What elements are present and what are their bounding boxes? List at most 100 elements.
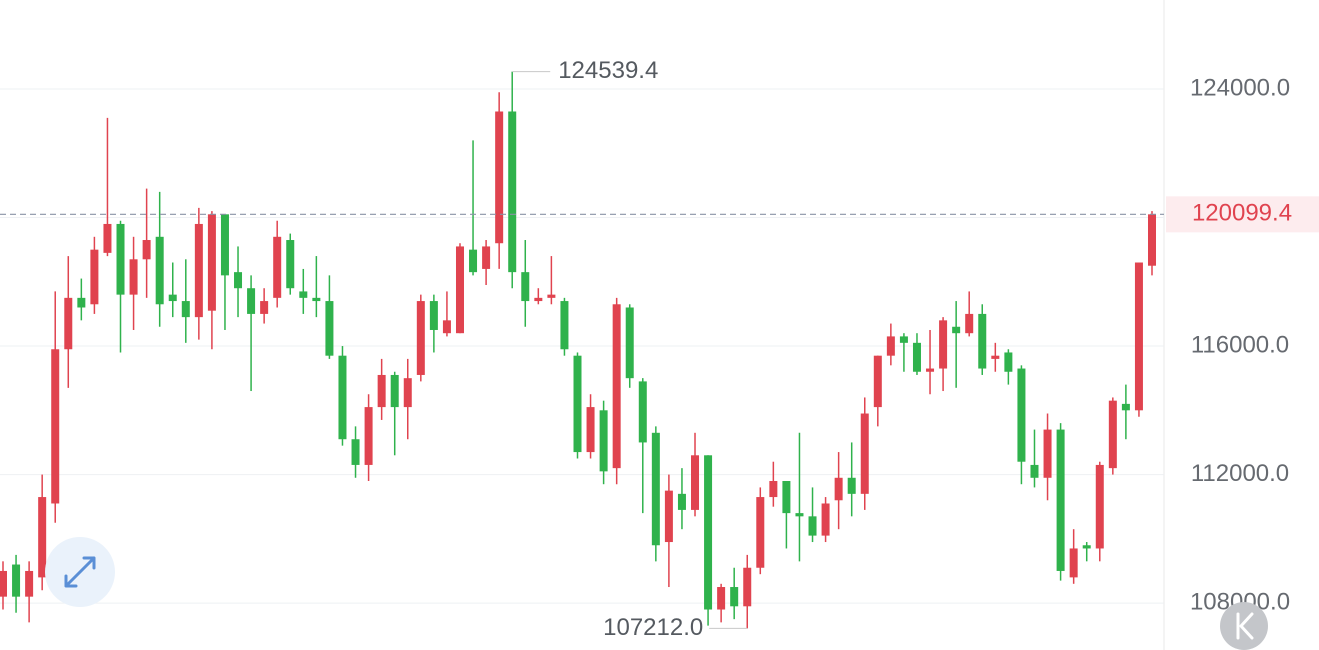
candle-body [821, 503, 830, 536]
candle-body [325, 301, 334, 356]
candle-body [51, 349, 60, 504]
candle-body [1004, 352, 1013, 372]
candle-body [455, 246, 464, 334]
candle-body [769, 480, 778, 498]
candle-body [312, 297, 321, 302]
candle-body [756, 497, 765, 568]
candle-body [691, 455, 700, 510]
labels: 124000.0116000.0112000.0108000.0120099.4… [0, 57, 1319, 641]
candle-body [1148, 214, 1156, 266]
grid [0, 88, 1164, 604]
candle-body [651, 432, 660, 546]
candle-body [482, 246, 491, 269]
candle-body [1121, 403, 1130, 411]
candle-body [155, 236, 164, 305]
candle-body [168, 294, 177, 302]
candle-body [38, 497, 47, 578]
candle-body [612, 304, 621, 469]
candle-body [534, 297, 543, 302]
candle-body [808, 516, 817, 536]
candle-body [247, 288, 256, 314]
candle-body [234, 272, 243, 289]
candle-body [1095, 464, 1104, 549]
y-tick-label: 124000.0 [1190, 74, 1290, 101]
candle-body [834, 477, 843, 501]
candle-body [116, 223, 125, 295]
candle-body [338, 355, 347, 440]
kline-button[interactable] [1220, 602, 1268, 650]
candle-body [1069, 548, 1078, 578]
high-marker-label: 124539.4 [558, 57, 658, 84]
y-tick-label: 116000.0 [1191, 331, 1289, 358]
candle-body [978, 313, 987, 369]
candle-body [299, 291, 308, 298]
candles [0, 71, 1156, 629]
candle-body [730, 587, 739, 607]
candle-body [207, 214, 216, 311]
candle-body [273, 236, 282, 298]
candle-body [90, 249, 99, 305]
candle-body [429, 301, 438, 330]
candle-body [743, 567, 752, 607]
candle-body [469, 249, 478, 273]
candle-body [795, 513, 804, 517]
candle-body [0, 570, 7, 597]
candle-body [664, 490, 673, 543]
candle-body [1108, 400, 1117, 469]
y-tick-label: 112000.0 [1191, 460, 1289, 487]
candle-body [952, 326, 961, 334]
candle-body [677, 493, 686, 510]
candle-body [142, 240, 151, 260]
candle-body [1043, 429, 1052, 478]
candle-body [704, 455, 713, 610]
candle-body [625, 307, 634, 379]
candle-body [965, 313, 974, 334]
candle-body [181, 301, 190, 318]
candle-body [599, 410, 608, 472]
low-marker-label: 107212.0 [603, 614, 703, 641]
candle-body [1134, 262, 1143, 411]
candle-body [1017, 368, 1026, 462]
candle-body [912, 342, 921, 372]
expand-icon [64, 556, 96, 588]
candle-body [1030, 464, 1039, 478]
candle-body [1082, 545, 1091, 549]
candle-body [364, 407, 373, 465]
candle-body [1056, 429, 1065, 571]
candle-body [573, 355, 582, 453]
candle-body [377, 374, 386, 408]
candle-body [521, 272, 530, 302]
candle-body [260, 301, 269, 314]
candle-body [926, 368, 935, 372]
candle-body [64, 297, 73, 350]
candle-body [586, 407, 595, 453]
candle-body [103, 223, 112, 253]
candle-body [717, 587, 726, 610]
candle-body [129, 259, 138, 295]
candle-body [991, 355, 1000, 359]
candle-body [939, 320, 948, 369]
candle-body [286, 240, 295, 289]
candle-body [847, 477, 856, 494]
candle-body [77, 297, 86, 308]
candle-body [403, 378, 412, 408]
candle-body [416, 301, 425, 375]
candle-body [873, 355, 882, 408]
candle-body [560, 301, 569, 350]
candle-body [899, 336, 908, 343]
expand-button[interactable] [45, 537, 115, 607]
candle-body [782, 480, 791, 514]
candle-body [351, 439, 360, 465]
candle-body [390, 374, 399, 408]
last-price-label: 120099.4 [1192, 200, 1292, 227]
candle-body [495, 111, 504, 244]
candle-body [547, 294, 556, 298]
candle-body [220, 214, 229, 276]
candle-body [194, 223, 203, 318]
kline-button-bg [1220, 602, 1268, 650]
candle-body [860, 413, 869, 494]
candle-body [886, 336, 895, 356]
kline-icon [1236, 612, 1254, 640]
